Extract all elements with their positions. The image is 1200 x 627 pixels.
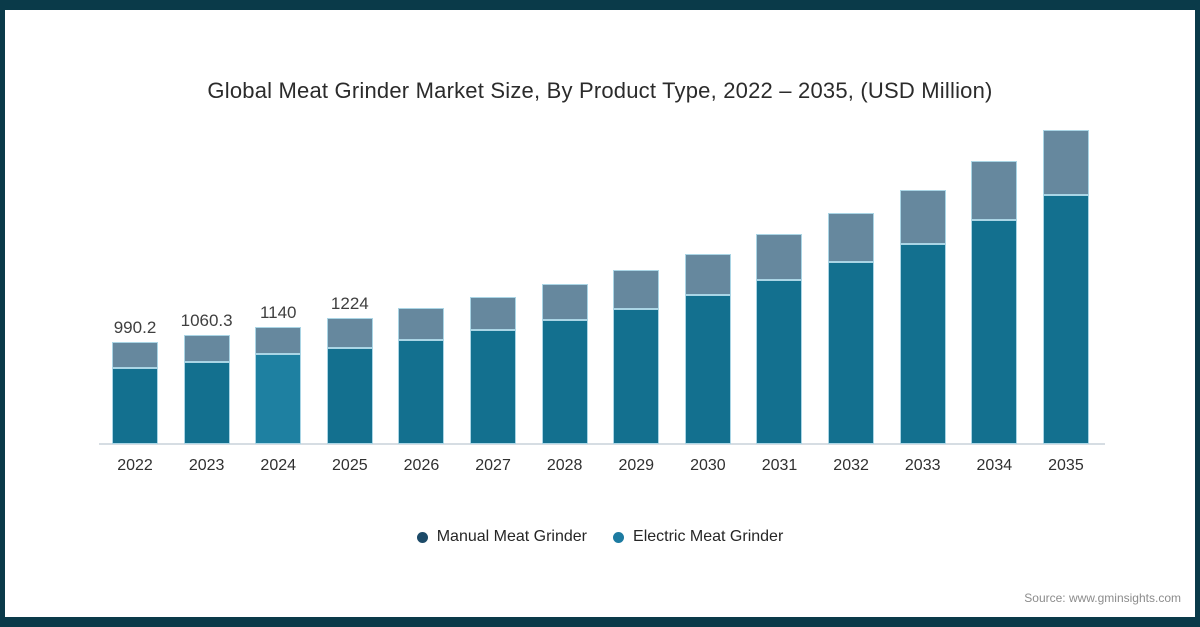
x-axis-label-2034: 2034 <box>976 457 1013 474</box>
x-axis-label-2026: 2026 <box>403 457 440 474</box>
bar-group-2029: 2029 <box>613 270 660 474</box>
segment-electric-2026 <box>398 340 445 444</box>
segment-electric-2025 <box>326 348 373 444</box>
legend-label-electric: Electric Meat Grinder <box>633 528 784 545</box>
segment-electric-2033 <box>899 244 946 444</box>
segment-electric-2028 <box>541 320 588 444</box>
bar-group-2028: 2028 <box>541 284 588 474</box>
bar-group-2035: 2035 <box>1042 130 1089 474</box>
segment-manual-2030 <box>684 254 731 295</box>
bar-total-label-2022: 990.2 <box>113 318 157 337</box>
legend-dot-manual-icon <box>416 531 428 543</box>
bar-group-2025: 1224 2025 <box>326 294 373 474</box>
legend-item-manual: Manual Meat Grinder <box>416 528 588 546</box>
segment-manual-2023 <box>183 334 230 362</box>
bars-row: 990.2 2022 1060.3 2023 1140 2024 1224 2025 2026 2… <box>112 10 1089 474</box>
segment-manual-2034 <box>971 161 1018 220</box>
segment-manual-2027 <box>470 297 517 330</box>
bar-group-2022: 990.2 2022 <box>112 318 158 474</box>
segment-electric-2034 <box>971 220 1018 444</box>
x-axis-line <box>99 443 1105 445</box>
bar-group-2027: 2027 <box>470 297 517 474</box>
segment-manual-2033 <box>899 190 946 244</box>
bar-group-2032: 2032 <box>828 213 875 474</box>
segment-electric-2030 <box>684 295 731 444</box>
bar-group-2034: 2034 <box>971 161 1018 474</box>
segment-electric-2032 <box>828 262 875 444</box>
segment-electric-2024 <box>255 354 302 444</box>
legend-item-electric: Electric Meat Grinder <box>613 528 783 546</box>
segment-manual-2031 <box>756 233 803 280</box>
x-axis-label-2035: 2035 <box>1048 457 1084 474</box>
segment-manual-2028 <box>541 284 588 320</box>
segment-electric-2027 <box>470 330 517 444</box>
segment-electric-2035 <box>1042 195 1089 444</box>
bar-total-label-2023: 1060.3 <box>180 310 233 330</box>
x-axis-label-2022: 2022 <box>117 457 153 474</box>
chart-title: Global Meat Grinder Market Size, By Prod… <box>207 78 993 103</box>
x-axis-label-2027: 2027 <box>475 457 511 474</box>
x-axis-label-2031: 2031 <box>761 457 798 474</box>
segment-electric-2031 <box>756 279 803 444</box>
x-axis-label-2029: 2029 <box>618 457 655 474</box>
bar-group-2026: 2026 <box>398 308 445 474</box>
segment-electric-2023 <box>183 361 230 444</box>
bar-group-2023: 1060.3 2023 <box>181 311 233 474</box>
segment-manual-2022 <box>112 342 158 368</box>
legend-dot-electric-icon <box>613 531 625 543</box>
segment-manual-2029 <box>613 270 660 309</box>
x-axis-label-2024: 2024 <box>260 457 297 474</box>
segment-manual-2024 <box>255 326 302 355</box>
x-axis-label-2033: 2033 <box>904 457 941 474</box>
legend-label-manual: Manual Meat Grinder <box>436 528 588 545</box>
x-axis-label-2025: 2025 <box>332 457 368 474</box>
x-axis-label-2032: 2032 <box>833 457 869 474</box>
bar-group-2033: 2033 <box>899 190 946 474</box>
segment-electric-2029 <box>613 309 660 444</box>
bar-group-2030: 2030 <box>684 254 731 474</box>
source-text: Source: www.gminsights.com <box>1024 591 1181 605</box>
bar-total-label-2024: 1140 <box>259 302 297 322</box>
segment-manual-2032 <box>828 213 875 262</box>
x-axis-label-2028: 2028 <box>546 457 583 474</box>
bar-group-2031: 2031 <box>756 233 803 474</box>
x-axis-label-2030: 2030 <box>690 457 726 474</box>
bar-group-2024: 1140 2024 <box>255 303 302 474</box>
bar-total-label-2025: 1224 <box>330 293 369 313</box>
legend: Manual Meat Grinder Electric Meat Grinde… <box>5 528 1195 546</box>
segment-manual-2026 <box>398 308 445 340</box>
segment-manual-2025 <box>326 317 373 348</box>
segment-manual-2035 <box>1042 130 1089 195</box>
x-axis-label-2023: 2023 <box>188 457 225 474</box>
segment-electric-2022 <box>112 368 158 444</box>
